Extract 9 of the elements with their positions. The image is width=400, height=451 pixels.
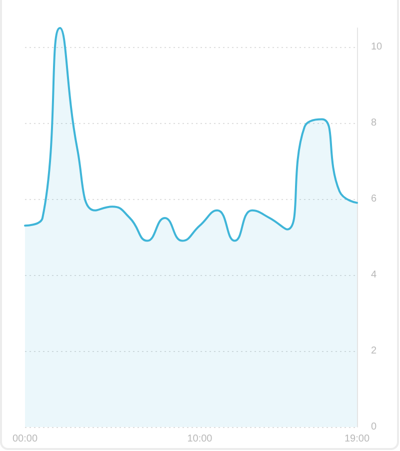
y-tick-label: 4 — [371, 270, 377, 280]
y-tick-label: 6 — [371, 194, 377, 204]
y-tick-label: 0 — [371, 422, 377, 432]
y-tick-label: 2 — [371, 346, 377, 356]
x-tick-label: 19:00 — [344, 434, 370, 444]
x-tick-label: 10:00 — [187, 434, 213, 444]
y-tick-label: 8 — [371, 118, 377, 128]
y-tick-label: 10 — [371, 42, 383, 52]
x-tick-label: 00:00 — [12, 434, 38, 444]
